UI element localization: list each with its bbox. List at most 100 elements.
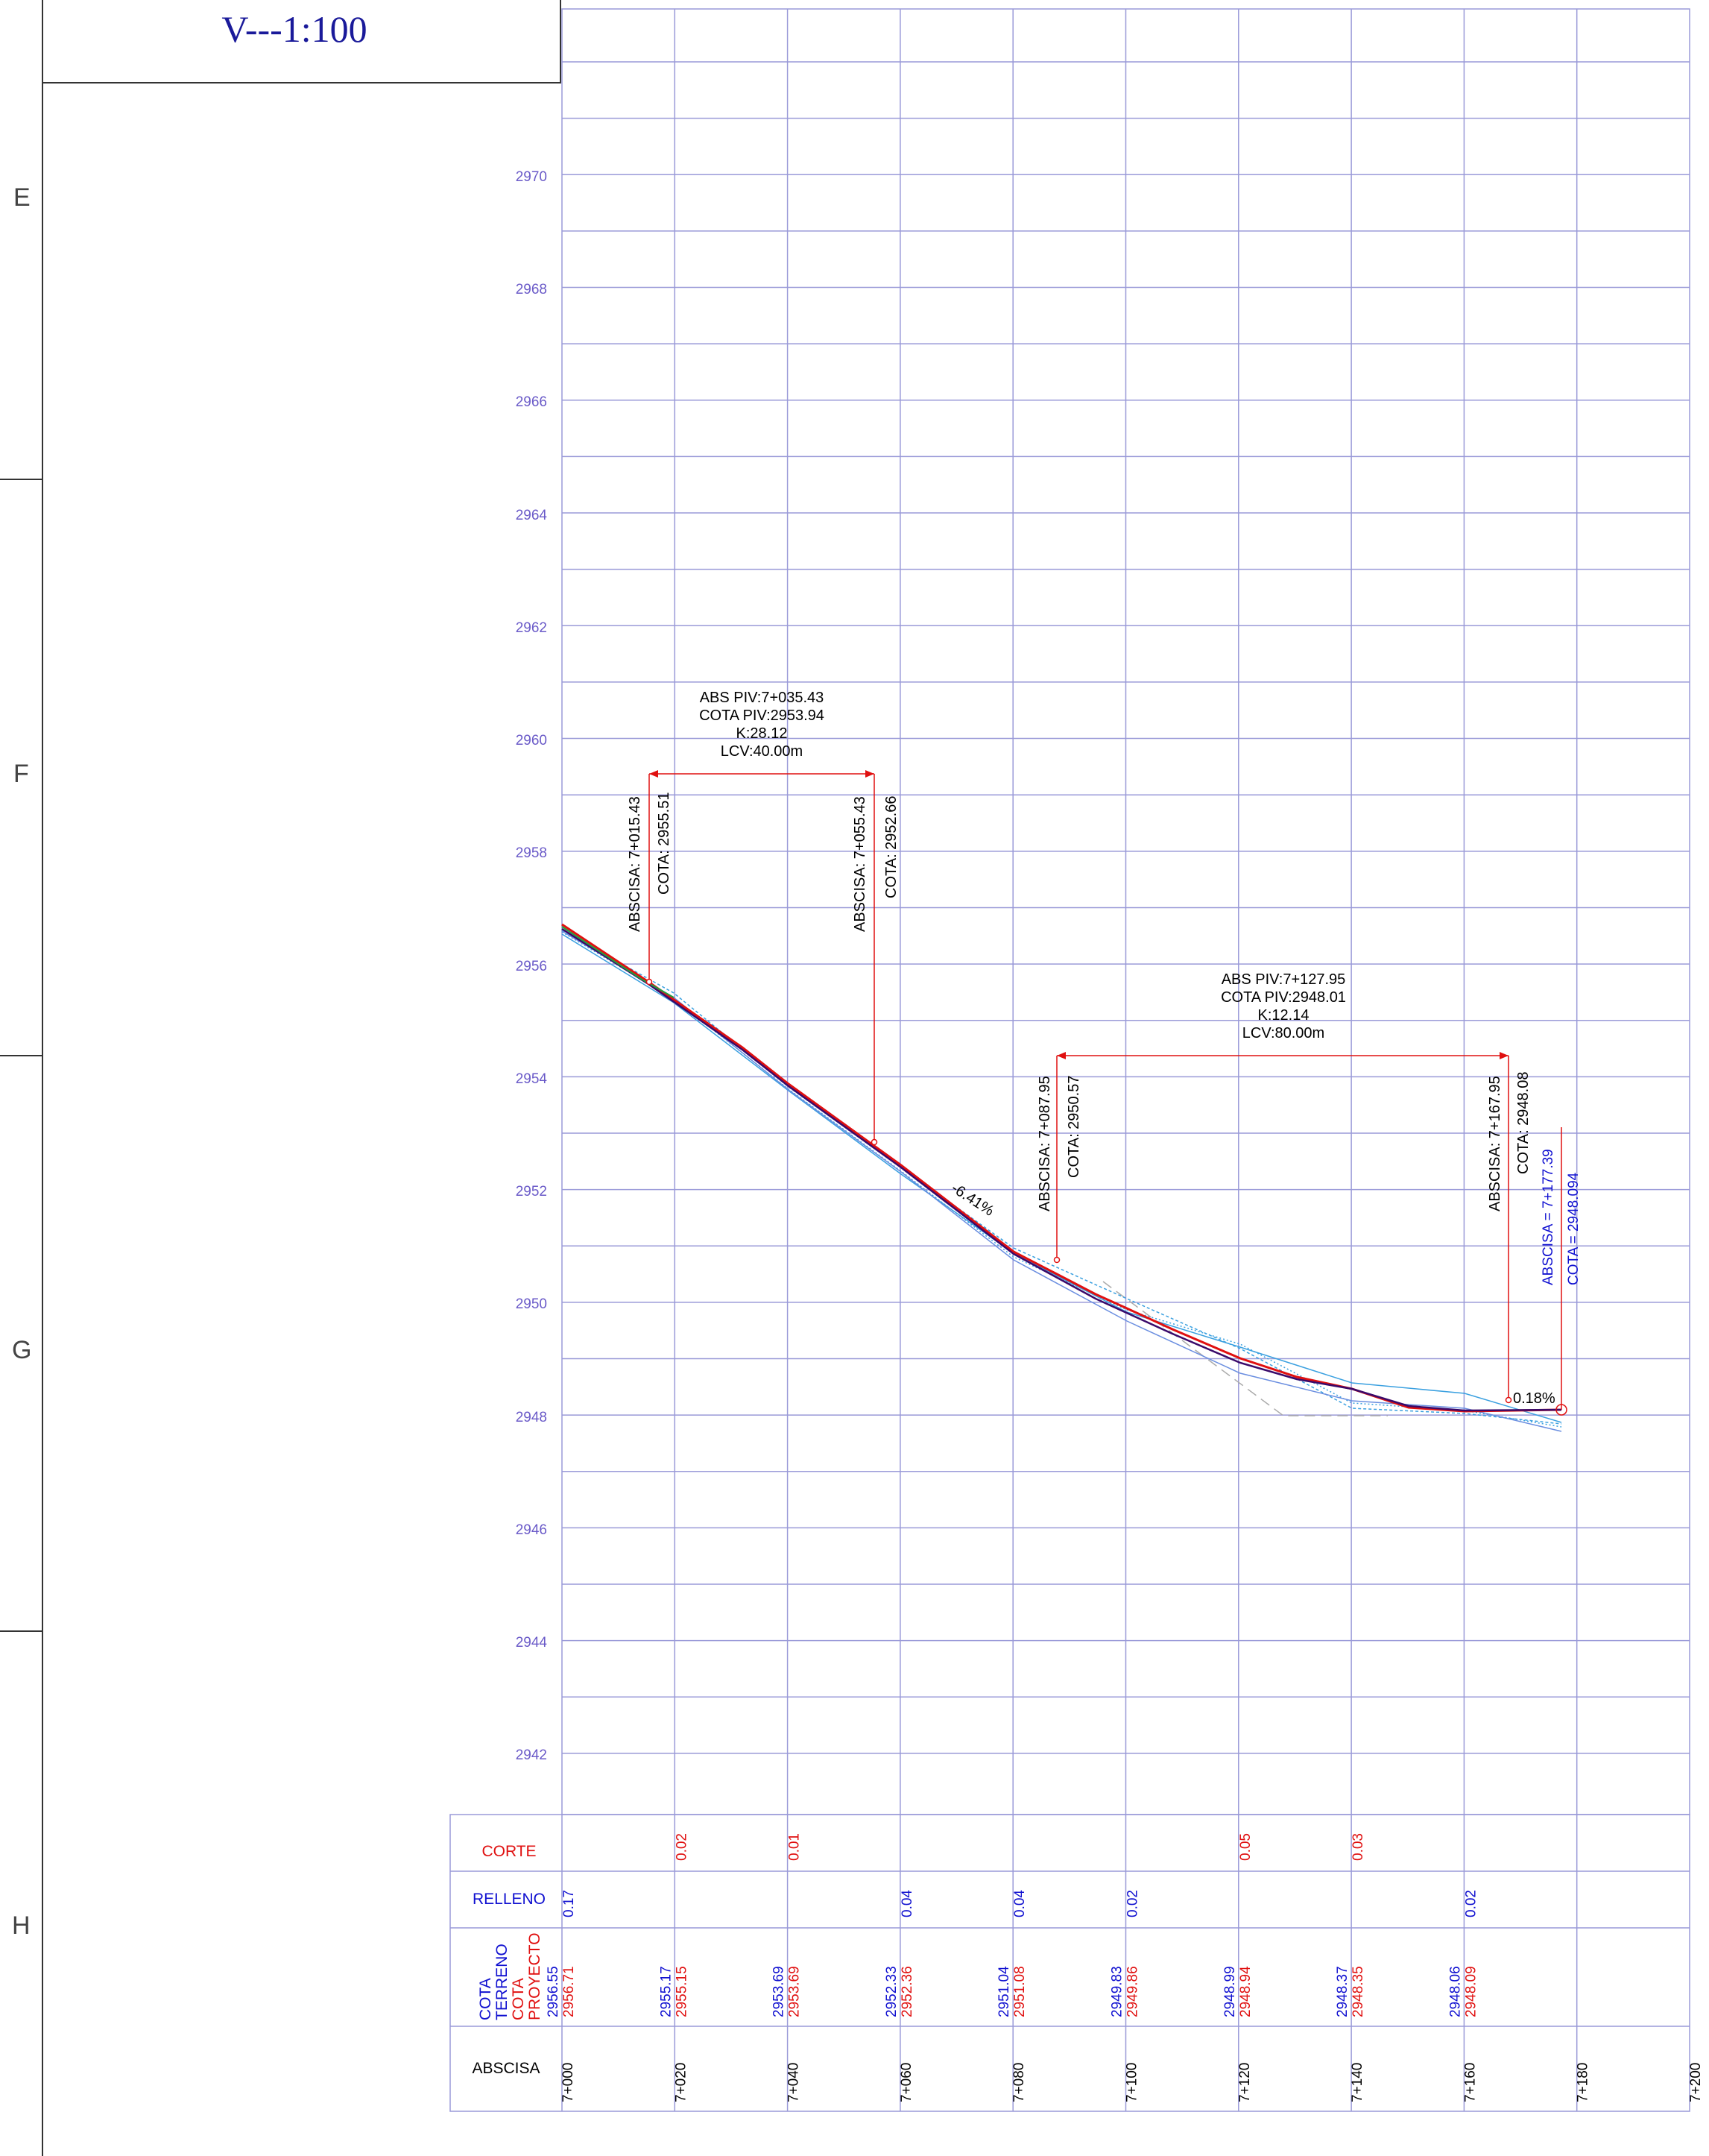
elevation-label: 2960 xyxy=(516,733,547,748)
station-label: 7+060 xyxy=(899,2063,914,2102)
cota-terreno-value: 2948.37 xyxy=(1335,1966,1351,2017)
vc1-piv-cota: COTA PIV:2953.94 xyxy=(699,707,824,724)
row-label-cota-proyecto-2: PROYECTO xyxy=(526,1933,543,2020)
elevation-label: 2966 xyxy=(516,394,547,410)
station-label: 7+080 xyxy=(1011,2063,1027,2102)
vc1-k: K:28.12 xyxy=(736,725,788,742)
elevation-label: 2970 xyxy=(516,169,547,185)
relleno-value: 0.02 xyxy=(1463,1890,1479,1917)
row-label-cota-terreno-2: TERRENO xyxy=(493,1944,511,2020)
vc2-piv-abs: ABS PIV:7+127.95 xyxy=(1222,971,1346,988)
relleno-value: 0.02 xyxy=(1125,1890,1141,1917)
construction-lines xyxy=(1102,1281,1388,1416)
cota-terreno-value: 2949.83 xyxy=(1110,1966,1125,2017)
margin-frame xyxy=(0,0,43,2156)
relleno-value: 0.17 xyxy=(561,1890,577,1917)
station-label: 7+160 xyxy=(1462,2063,1478,2102)
vc1-pcv-cota: COTA: 2955.51 xyxy=(656,792,672,895)
vertical-curve-1: ABS PIV:7+035.43 COTA PIV:2953.94 K:28.1… xyxy=(627,690,900,1146)
vc2-pcv-cota: COTA: 2950.57 xyxy=(1066,1076,1082,1178)
elevation-label: 2948 xyxy=(516,1410,547,1425)
vc1-ptv-cota: COTA: 2952.66 xyxy=(883,796,900,898)
cota-proyecto-value: 2956.71 xyxy=(561,1966,577,2017)
cota-terreno-value: 2948.06 xyxy=(1447,1966,1463,2017)
end-point: ABSCISA = 7+177.39 COTA = 2948.094 xyxy=(1541,1127,1582,1416)
elevation-label: 2954 xyxy=(516,1071,548,1087)
ground-line xyxy=(561,931,1562,1428)
data-table xyxy=(449,1814,1690,2112)
cota-proyecto-value: 2953.69 xyxy=(787,1966,803,2017)
station-label: 7+020 xyxy=(673,2063,689,2102)
station-label: 7+000 xyxy=(560,2063,576,2102)
vc1-pcv-abs: ABSCISA: 7+015.43 xyxy=(627,796,643,932)
elevation-label: 2958 xyxy=(516,845,547,861)
ground-line xyxy=(561,930,1562,1425)
vc2-lcv: LCV:80.00m xyxy=(1242,1025,1324,1041)
proyecto-line-dark xyxy=(561,927,1562,1412)
cota-proyecto-value: 2951.08 xyxy=(1012,1966,1028,2017)
row-label-corte: CORTE xyxy=(481,1843,536,1860)
station-label: 7+200 xyxy=(1688,2063,1704,2102)
elevation-label: 2950 xyxy=(516,1296,547,1312)
row-label-cota-proyecto-1: COTA xyxy=(510,1978,527,2020)
end-abscisa: ABSCISA = 7+177.39 xyxy=(1541,1149,1556,1285)
ground-lines xyxy=(561,930,1562,1432)
vc2-ptv-abs: ABSCISA: 7+167.95 xyxy=(1487,1076,1503,1211)
elevation-label: 2956 xyxy=(516,959,547,974)
proyecto-line xyxy=(561,923,1562,1413)
cota-terreno-value: 2951.04 xyxy=(996,1966,1012,2017)
proyecto-line-green xyxy=(561,926,675,998)
station-label: 7+120 xyxy=(1237,2063,1253,2102)
vc1-ptv-abs: ABSCISA: 7+055.43 xyxy=(852,796,868,932)
cota-proyecto-value: 2948.94 xyxy=(1238,1966,1254,2017)
elevation-axis: 2970 2968 2966 2964 2962 2960 2958 2956 … xyxy=(516,169,548,1763)
elevation-label: 2946 xyxy=(516,1522,547,1538)
scale-title: V---1:100 xyxy=(221,8,367,50)
relleno-value: 0.04 xyxy=(1012,1890,1028,1917)
row-label-abscisa: ABSCISA xyxy=(472,2060,540,2077)
project-profile xyxy=(561,923,1562,1413)
vc2-k: K:12.14 xyxy=(1258,1007,1310,1024)
zone-letter-f: F xyxy=(13,760,29,788)
elevation-label: 2942 xyxy=(516,1747,547,1763)
cota-terreno-value: 2948.99 xyxy=(1222,1966,1238,2017)
elevation-label: 2964 xyxy=(516,508,548,523)
corte-value: 0.01 xyxy=(787,1833,803,1861)
corte-value: 0.05 xyxy=(1238,1833,1254,1861)
corte-value: 0.03 xyxy=(1351,1833,1366,1861)
profile-grid xyxy=(561,8,1690,2111)
cota-proyecto-value: 2948.09 xyxy=(1463,1966,1479,2017)
vc2-piv-cota: COTA PIV:2948.01 xyxy=(1221,989,1346,1006)
station-label: 7+040 xyxy=(786,2063,802,2102)
vc2-ptv-cota: COTA: 2948.08 xyxy=(1515,1072,1532,1174)
corte-value: 0.02 xyxy=(674,1833,689,1861)
relleno-value: 0.04 xyxy=(900,1890,915,1917)
elevation-label: 2952 xyxy=(516,1184,547,1200)
cota-proyecto-value: 2952.36 xyxy=(900,1966,915,2017)
grade-label-1: -6.41% xyxy=(948,1180,996,1220)
vc1-lcv: LCV:40.00m xyxy=(721,743,803,760)
cota-terreno-value: 2953.69 xyxy=(771,1966,787,2017)
station-label: 7+140 xyxy=(1350,2063,1365,2102)
elevation-label: 2968 xyxy=(516,282,547,297)
grade-label-2: 0.18% xyxy=(1513,1390,1555,1407)
vc2-pcv-abs: ABSCISA: 7+087.95 xyxy=(1037,1076,1053,1211)
vertical-curve-2: ABS PIV:7+127.95 COTA PIV:2948.01 K:12.1… xyxy=(1037,971,1532,1404)
title-box xyxy=(42,0,561,83)
row-label-cota-terreno-1: COTA xyxy=(477,1978,494,2020)
cota-proyecto-value: 2955.15 xyxy=(674,1966,689,2017)
cota-terreno-value: 2955.17 xyxy=(658,1966,674,2017)
zone-letter-g: G xyxy=(12,1336,31,1364)
vc1-piv-abs: ABS PIV:7+035.43 xyxy=(700,690,824,706)
cota-terreno-value: 2956.55 xyxy=(546,1966,561,2017)
cota-proyecto-value: 2949.86 xyxy=(1125,1966,1141,2017)
zone-letter-h: H xyxy=(12,1911,31,1940)
elevation-label: 2962 xyxy=(516,620,547,636)
ground-line xyxy=(561,933,1562,1423)
zone-letter-e: E xyxy=(13,183,31,212)
cota-proyecto-value: 2948.35 xyxy=(1351,1966,1366,2017)
station-label: 7+100 xyxy=(1125,2063,1140,2102)
cota-terreno-value: 2952.33 xyxy=(884,1966,900,2017)
ground-line xyxy=(561,930,1562,1432)
